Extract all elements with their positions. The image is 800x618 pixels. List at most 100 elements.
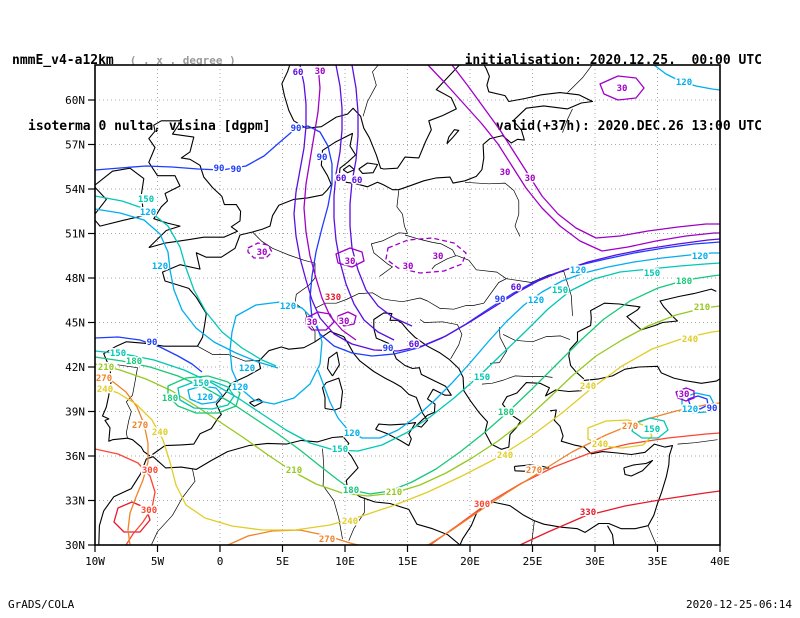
- contour-label: 270: [622, 422, 638, 432]
- header-line-1: nmmE_v4-a12km ( . x . degree ): [12, 50, 271, 72]
- lon-tick-label: 25E: [523, 555, 543, 568]
- contour-label: 120: [232, 383, 248, 393]
- map-content: [95, 65, 720, 545]
- coastline: [95, 167, 145, 227]
- contour-line-120: [317, 252, 720, 439]
- contour-line-330: [519, 490, 720, 545]
- contour-label: 120: [239, 364, 255, 374]
- plot-header-left: nmmE_v4-a12km ( . x . degree ) isoterma 0…: [12, 6, 271, 182]
- lon-tick-label: 20E: [460, 555, 480, 568]
- model-title: nmmE_v4-a12km: [12, 53, 114, 68]
- contour-line-180: [167, 375, 241, 414]
- contour-label: 120: [344, 429, 360, 439]
- lat-tick-label: 48N: [65, 272, 85, 285]
- coastline: [101, 65, 594, 457]
- contour-line-30: [385, 237, 467, 274]
- contour-line-120: [653, 65, 720, 91]
- country-border: [427, 255, 507, 310]
- contour-line-60: [349, 65, 413, 327]
- contour-label: 180: [498, 408, 514, 418]
- contour-label: 120: [570, 266, 586, 276]
- contour-line-180: [95, 274, 720, 495]
- contour-line-30: [451, 65, 720, 239]
- country-border: [677, 439, 718, 445]
- contour-label: 270: [96, 374, 112, 384]
- plot-subtitle: isoterma 0 nulta, visina [dgpm]: [28, 119, 271, 134]
- lon-tick-label: 10W: [85, 555, 105, 568]
- contour-label: 270: [526, 466, 542, 476]
- lat-tick-label: 39N: [65, 406, 85, 419]
- contour-label: 60: [336, 174, 347, 184]
- coastline: [583, 365, 720, 384]
- contour-line-30: [335, 247, 365, 268]
- contour-label: 180: [676, 277, 692, 287]
- contour-label: 120: [140, 208, 156, 218]
- lat-tick-label: 30N: [65, 539, 85, 552]
- contour-label: 300: [141, 506, 157, 516]
- contour-label: 120: [692, 252, 708, 262]
- contour-line-150: [177, 380, 235, 410]
- country-border: [562, 108, 573, 133]
- country-border: [419, 319, 463, 359]
- contour-line-30: [427, 65, 720, 252]
- lon-tick-label: 15E: [398, 555, 418, 568]
- contour-label: 240: [152, 428, 168, 438]
- country-border: [197, 345, 259, 362]
- contour-label: 240: [580, 382, 596, 392]
- lon-tick-label: 40E: [710, 555, 730, 568]
- contour-label: 120: [676, 78, 692, 88]
- contour-label: 240: [497, 451, 513, 461]
- lon-tick-label: 10E: [335, 555, 355, 568]
- lon-tick-label: 0: [217, 555, 224, 568]
- contour-label: 300: [474, 500, 490, 510]
- contour-line-30: [675, 387, 695, 402]
- coastline: [98, 436, 461, 545]
- contour-label: 120: [528, 296, 544, 306]
- contour-label: 90: [707, 404, 718, 414]
- contour-label: 210: [694, 303, 710, 313]
- contour-label: 210: [98, 363, 114, 373]
- contour-label: 60: [352, 176, 363, 186]
- lat-tick-label: 42N: [65, 361, 85, 374]
- contour-label: 30: [403, 262, 414, 272]
- valid-time: valid(+37h): 2020.DEC.26 13:00 UTC: [495, 119, 762, 134]
- lat-tick-label: 57N: [65, 139, 85, 152]
- coastline: [623, 459, 654, 477]
- contour-line-90: [95, 336, 203, 373]
- coastline: [568, 288, 717, 380]
- contour-label: 240: [592, 440, 608, 450]
- contour-line-300: [429, 432, 720, 545]
- country-border: [481, 375, 553, 385]
- contour-label: 90: [147, 338, 158, 348]
- contour-label: 210: [286, 466, 302, 476]
- contour-label: 60: [409, 340, 420, 350]
- country-border: [464, 181, 521, 237]
- contour-label: 120: [152, 262, 168, 272]
- coastline: [375, 422, 417, 447]
- contour-line-30: [247, 242, 273, 259]
- contour-line-240: [95, 330, 720, 531]
- lat-tick-label: 36N: [65, 450, 85, 463]
- country-border: [117, 364, 138, 439]
- contour-line-120: [95, 208, 279, 369]
- contour-label: 210: [386, 488, 402, 498]
- contour-label: 30: [433, 252, 444, 262]
- coastline: [607, 525, 615, 545]
- contour-label: 150: [110, 349, 126, 359]
- contour-line-120: [229, 301, 323, 405]
- lon-tick-label: 35E: [648, 555, 668, 568]
- country-border: [567, 65, 593, 93]
- coastline: [321, 377, 344, 411]
- coastline: [342, 164, 355, 174]
- contour-line-270: [427, 402, 720, 545]
- coastline: [358, 162, 379, 174]
- lat-tick-label: 51N: [65, 228, 85, 241]
- contour-label: 240: [342, 517, 358, 527]
- coastline: [326, 351, 340, 377]
- lat-tick-label: 45N: [65, 317, 85, 330]
- coastline: [281, 65, 461, 170]
- contour-label: 150: [193, 379, 209, 389]
- country-border: [502, 334, 571, 343]
